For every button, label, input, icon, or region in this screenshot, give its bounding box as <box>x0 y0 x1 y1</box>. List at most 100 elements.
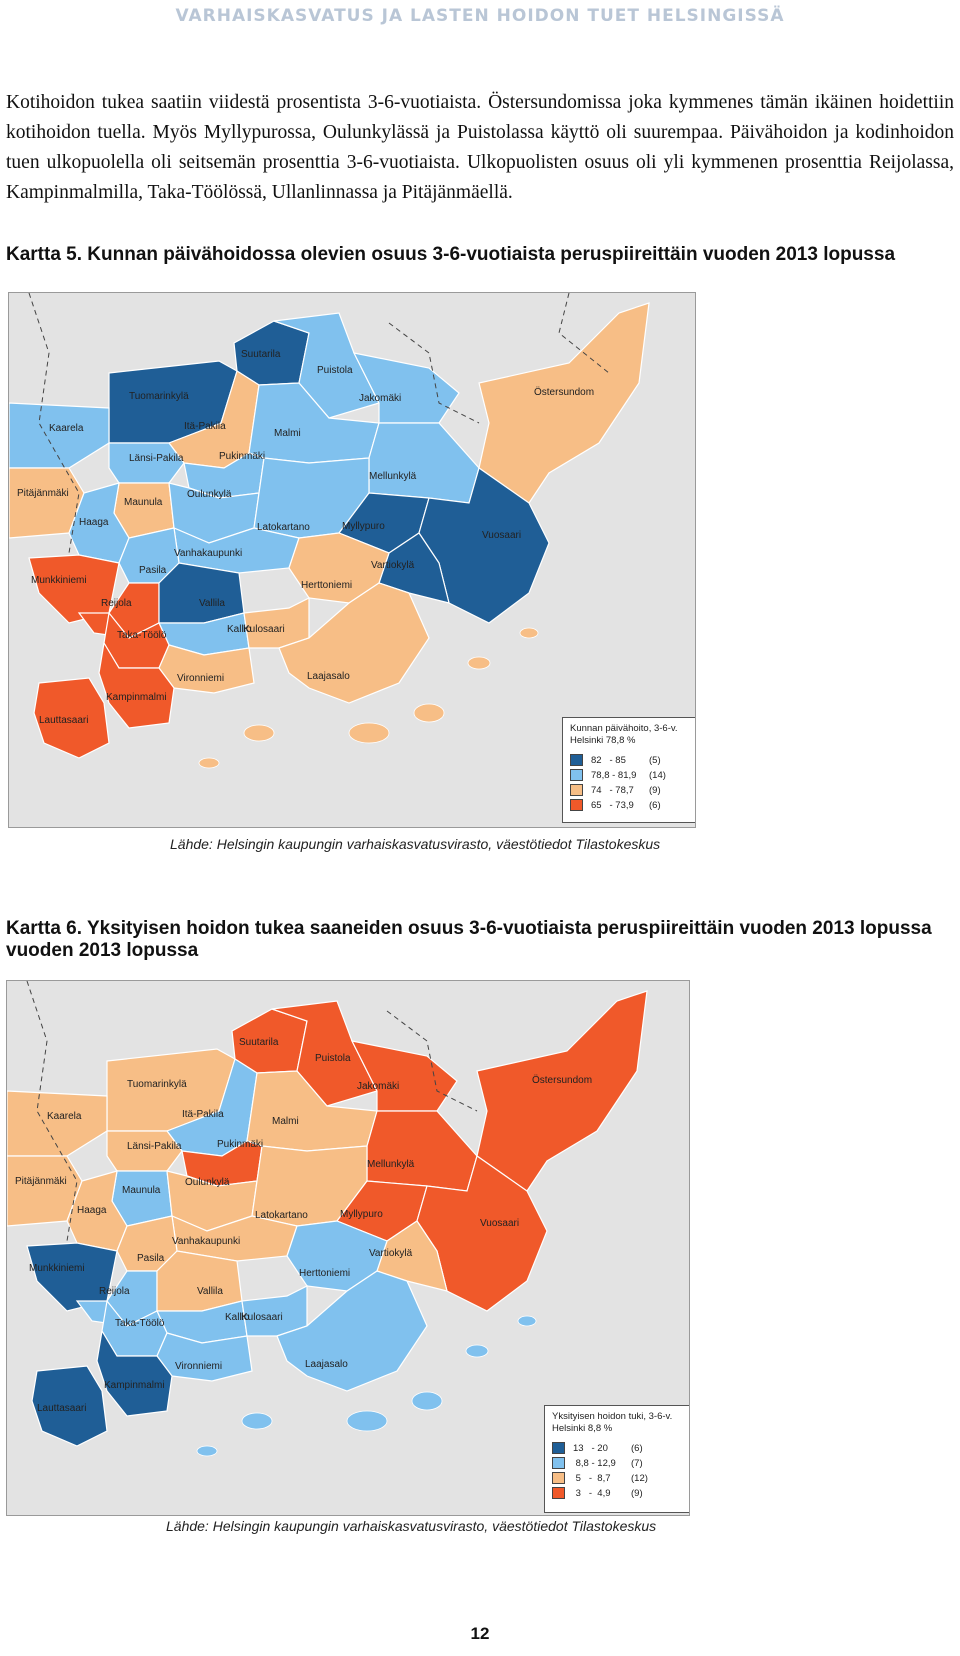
district-label: Länsi-Pakila <box>127 1141 182 1152</box>
district-label: Laajasalo <box>307 671 350 682</box>
district-label: Latokartano <box>255 1210 308 1221</box>
district-label: Oulunkylä <box>185 1177 230 1188</box>
city-boundary-west <box>26 981 78 1242</box>
district-label: Vironniemi <box>177 673 224 684</box>
legend-row: 65 - 73,9 (6) <box>570 798 695 812</box>
district-label: Malmi <box>272 1116 299 1127</box>
district-label: Kampinmalmi <box>106 692 167 703</box>
district-label: Kallio <box>225 1312 250 1323</box>
district-mellunkylä <box>368 422 480 504</box>
district-label: Vanhakaupunki <box>172 1236 240 1247</box>
district-label: Jakomäki <box>359 393 401 404</box>
district-lauttasaari <box>31 1365 108 1447</box>
legend-range: 13 - 20 <box>573 1442 608 1454</box>
district-label: Maunula <box>124 497 163 508</box>
island-shape <box>467 656 491 670</box>
legend-swatch <box>570 784 583 796</box>
district-label: Pasila <box>139 565 167 576</box>
district-label: Taka-Töölö <box>115 1318 165 1329</box>
district-label: Taka-Töölö <box>117 630 167 641</box>
district-herttoniemi <box>286 1220 388 1292</box>
island-shape <box>411 1391 443 1411</box>
city-boundary-north <box>386 1010 478 1112</box>
district-östersundom <box>478 302 650 504</box>
district-label: Munkkiniemi <box>29 1263 85 1274</box>
island-shape <box>241 1412 273 1430</box>
district-label: Mellunkylä <box>367 1159 415 1170</box>
district-label: Lauttasaari <box>39 715 88 726</box>
legend-row: 3 - 4,9 (9) <box>552 1486 688 1500</box>
page-number: 12 <box>470 1624 490 1643</box>
district-label: Herttoniemi <box>301 580 352 591</box>
district-label: Reijola <box>99 1286 130 1297</box>
map6-choropleth: Suutarila Puistola Tuomarinkylä Jakomäki Öst… <box>6 980 690 1516</box>
legend-count: (14) <box>649 769 666 781</box>
district-label: Itä-Pakila <box>182 1109 224 1120</box>
district-label: Östersundom <box>534 386 594 398</box>
district-label: Pukinmäki <box>219 451 265 462</box>
district-laajasalo <box>278 582 430 704</box>
district-label: Munkkiniemi <box>31 575 87 586</box>
legend-row: 8,8 - 12,9 (7) <box>552 1456 688 1470</box>
district-label: Vanhakaupunki <box>174 548 242 559</box>
city-boundary-east <box>558 293 610 374</box>
district-label: Vartiokylä <box>371 560 415 571</box>
district-label: Malmi <box>274 428 301 439</box>
island-shape <box>196 1445 218 1457</box>
legend-range: 74 - 78,7 <box>591 784 634 796</box>
district-laajasalo <box>276 1270 428 1392</box>
legend-swatch <box>552 1457 565 1469</box>
legend-swatch <box>570 769 583 781</box>
legend-swatch <box>552 1442 565 1454</box>
map6-svg: Suutarila Puistola Tuomarinkylä Jakomäki Öst… <box>7 981 648 1457</box>
legend-title: Kunnan päivähoito, 3-6-v. <box>570 723 678 734</box>
district-label: Mellunkylä <box>369 471 417 482</box>
legend-count: (12) <box>631 1472 648 1484</box>
island-shape <box>243 724 275 742</box>
map5-caption: Kartta 5. Kunnan päivähoidossa olevien o… <box>6 244 896 265</box>
district-label: Pasila <box>137 1253 165 1264</box>
district-label: Tuomarinkylä <box>129 391 189 402</box>
legend-subtitle: Helsinki 8,8 % <box>552 1423 613 1434</box>
legend-range: 82 - 85 <box>591 754 626 766</box>
map5-legend: Kunnan päivähoito, 3-6-v. Helsinki 78,8 … <box>562 717 695 823</box>
district-label: Kaarela <box>47 1111 82 1122</box>
district-label: Kulosaari <box>241 1312 283 1323</box>
city-boundary-west <box>28 293 80 554</box>
map5-source: Lähde: Helsingin kaupungin varhaiskasvat… <box>170 836 661 852</box>
legend-count: (7) <box>631 1457 643 1469</box>
island-shape <box>517 1315 537 1327</box>
legend-title: Yksityisen hoidon tuki, 3-6-v. <box>552 1411 673 1422</box>
district-label: Itä-Pakila <box>184 421 226 432</box>
district-label: Kulosaari <box>243 624 285 635</box>
district-label: Jakomäki <box>357 1081 399 1092</box>
district-label: Vallila <box>199 598 225 609</box>
legend-count: (5) <box>649 754 661 766</box>
district-label: Vartiokylä <box>369 1248 413 1259</box>
district-puistola <box>273 312 380 419</box>
district-lauttasaari <box>33 677 110 759</box>
island-shape <box>465 1344 489 1358</box>
legend-swatch <box>570 754 583 766</box>
map5-svg: Suutarila Puistola Tuomarinkylä Jakomäki Öst… <box>9 293 650 769</box>
map6-legend: Yksityisen hoidon tuki, 3-6-v. Helsinki … <box>544 1405 689 1513</box>
district-label: Reijola <box>101 598 132 609</box>
district-kaarela <box>7 1090 108 1157</box>
map5-choropleth: Suutarila Puistola Tuomarinkylä Jakomäki Öst… <box>8 292 696 828</box>
district-label: Tuomarinkylä <box>127 1079 187 1090</box>
district-vironniemi <box>156 1332 253 1382</box>
district-label: Vuosaari <box>482 530 521 541</box>
district-kampinmalmi <box>96 1329 173 1417</box>
district-östersundom <box>476 990 648 1192</box>
district-label: Kallio <box>227 624 252 635</box>
district-label: Lauttasaari <box>37 1403 86 1414</box>
legend-row: 78,8 - 81,9 (14) <box>570 768 695 782</box>
district-vallila <box>158 562 245 624</box>
district-kaarela <box>9 402 110 469</box>
running-header: VARHAISKASVATUS JA LASTEN HOIDON TUET HE… <box>175 6 785 26</box>
map6-source: Lähde: Helsingin kaupungin varhaiskasvat… <box>166 1518 657 1534</box>
district-label: Pukinmäki <box>217 1139 263 1150</box>
district-label: Myllypuro <box>342 521 385 532</box>
legend-row: 74 - 78,7 (9) <box>570 783 695 797</box>
district-label: Pitäjänmäki <box>15 1176 67 1187</box>
